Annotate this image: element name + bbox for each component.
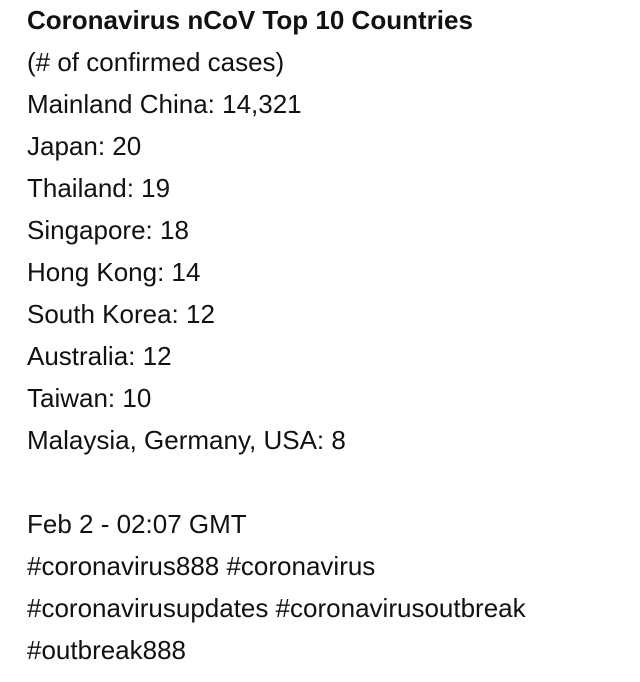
country-line-singapore: Singapore: 18 — [27, 215, 189, 245]
post-title: Coronavirus nCoV Top 10 Countries — [27, 5, 473, 35]
hashtag-line: #outbreak888 — [27, 635, 187, 665]
country-line-south-korea: South Korea: 12 — [27, 299, 215, 329]
hashtag-line: #coronavirusupdates #coronavirusoutbreak — [27, 593, 526, 623]
country-line-hong-kong: Hong Kong: 14 — [27, 257, 201, 287]
post-subtitle: (# of confirmed cases) — [27, 47, 285, 77]
country-line-malaysia-germany-usa: Malaysia, Germany, USA: 8 — [27, 425, 346, 455]
country-line-australia: Australia: 12 — [27, 341, 172, 371]
country-line-thailand: Thailand: 19 — [27, 173, 171, 203]
country-line-taiwan: Taiwan: 10 — [27, 383, 152, 413]
country-line-japan: Japan: 20 — [27, 131, 142, 161]
hashtag-line: #coronavirus888 #coronavirus — [27, 551, 376, 581]
country-line-mainland-china: Mainland China: 14,321 — [27, 89, 302, 119]
timestamp: Feb 2 - 02:07 GMT — [27, 509, 247, 539]
